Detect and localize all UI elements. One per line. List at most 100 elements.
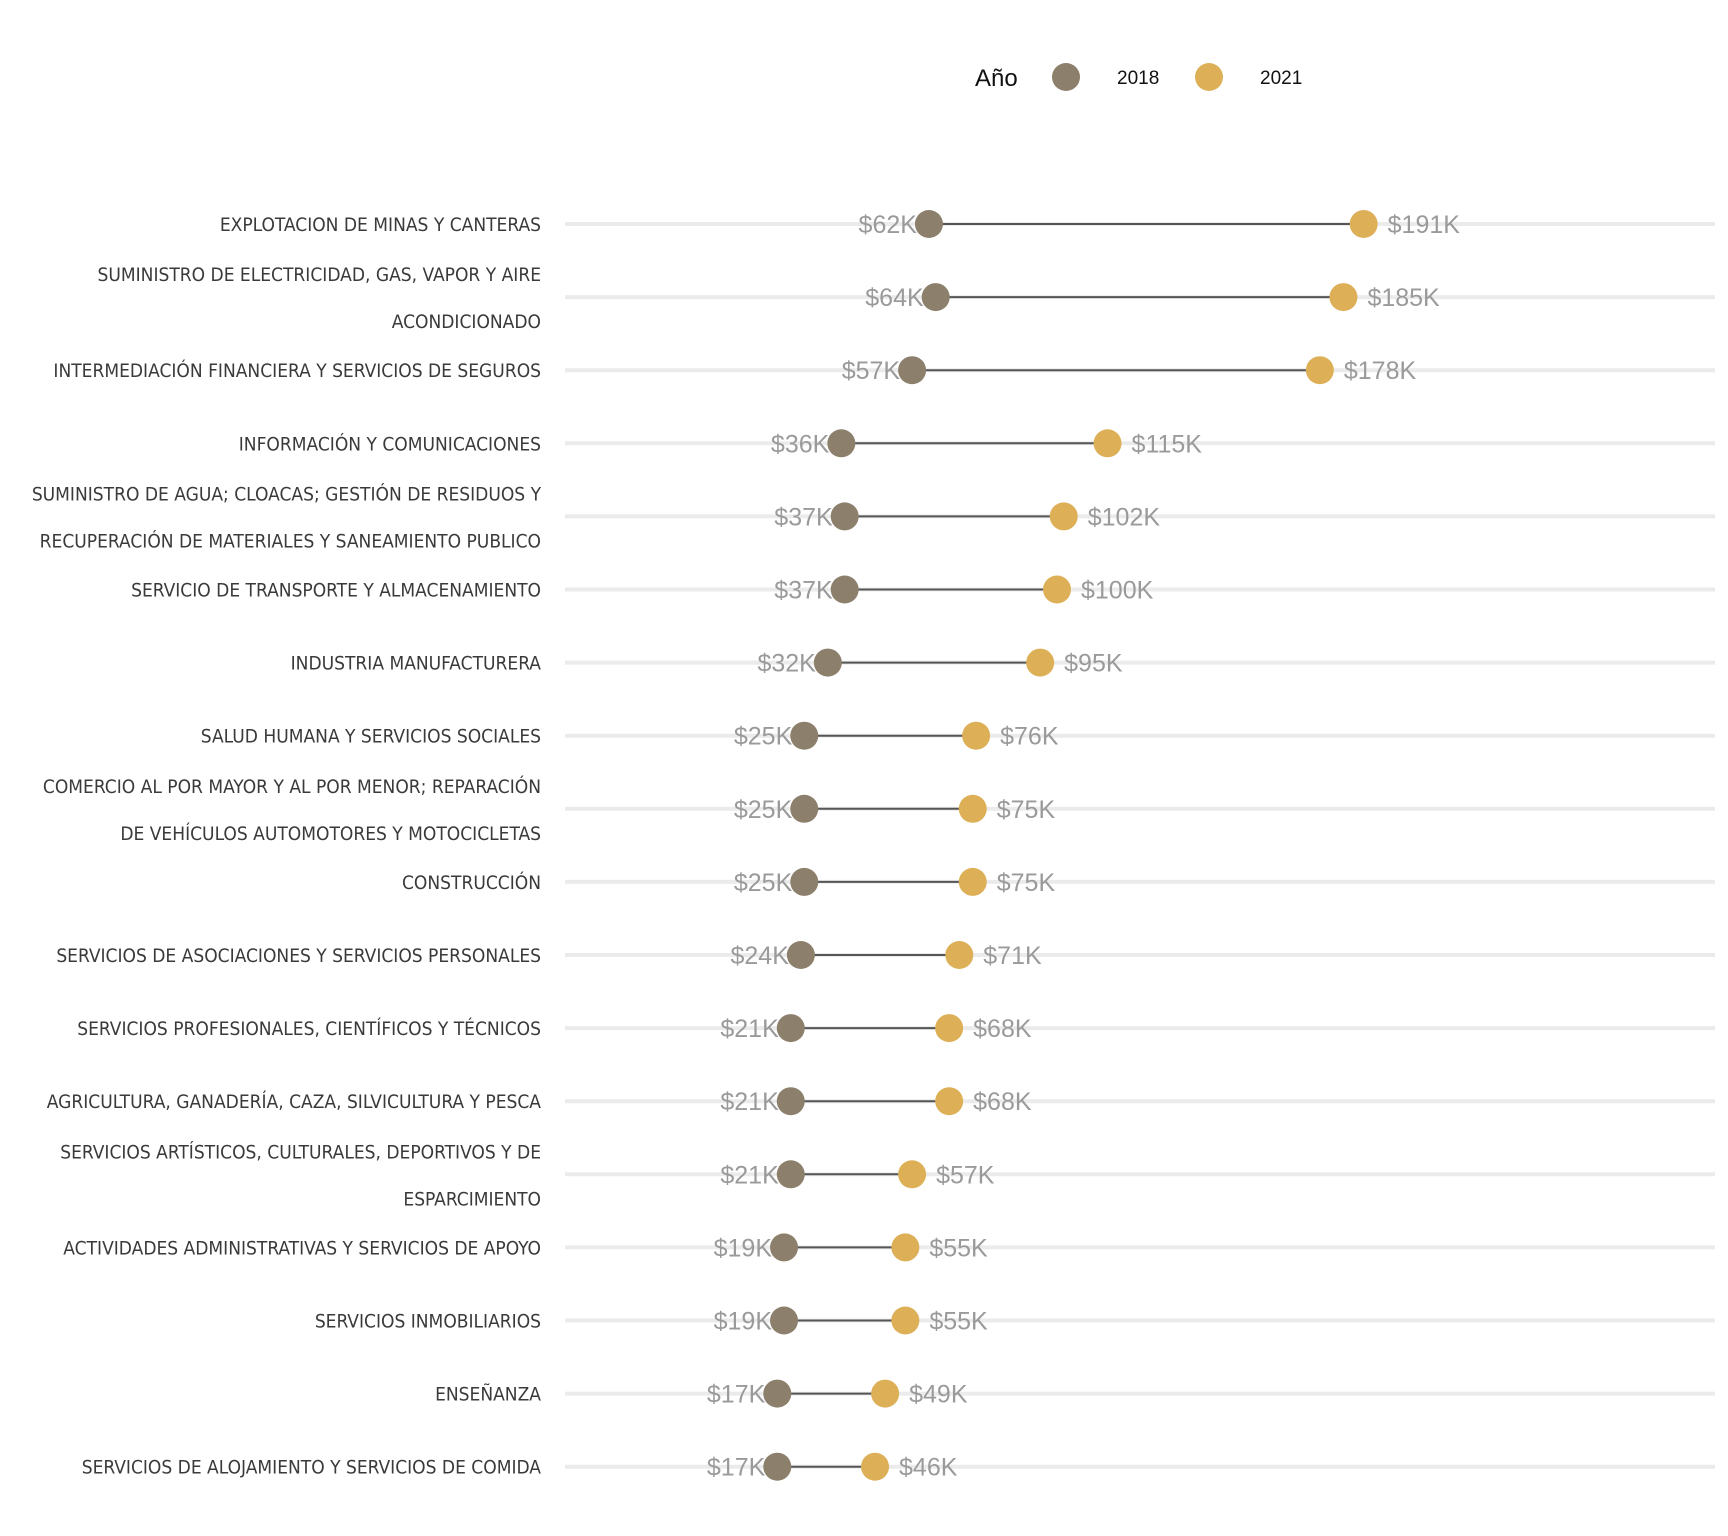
category-row: SALUD HUMANA Y SERVICIOS SOCIALES $25K $76… xyxy=(201,721,1715,751)
value-label-2018: $37K xyxy=(774,503,833,531)
legend: Año 2018 2021 xyxy=(975,63,1302,92)
value-label-2018: $19K xyxy=(714,1234,773,1262)
category-row: CONSTRUCCIÓN $25K $75K xyxy=(402,867,1715,897)
category-row: AGRICULTURA, GANADERÍA, CAZA, SILVICULTU… xyxy=(47,1087,1715,1116)
category-row: SUMINISTRO DE ELECTRICIDAD, GAS, VAPOR Y… xyxy=(98,264,1715,333)
value-label-2018: $25K xyxy=(734,869,793,897)
category-label: ACTIVIDADES ADMINISTRATIVAS Y SERVICIOS … xyxy=(63,1237,541,1259)
value-label-2018: $17K xyxy=(707,1381,766,1409)
category-label: INTERMEDIACIÓN FINANCIERA Y SERVICIOS DE… xyxy=(53,358,541,382)
value-label-2018: $37K xyxy=(774,577,833,605)
value-label-2018: $21K xyxy=(720,1015,779,1043)
point-2021 xyxy=(861,1452,890,1481)
category-row: SERVICIOS INMOBILIARIOS $19K $55K xyxy=(315,1306,1715,1336)
value-label-2021: $76K xyxy=(1000,723,1059,751)
point-2021 xyxy=(1026,648,1055,677)
value-label-2021: $49K xyxy=(909,1381,968,1409)
value-label-2021: $55K xyxy=(929,1308,988,1336)
point-2021 xyxy=(871,1379,900,1408)
point-2018 xyxy=(827,429,856,458)
point-2018 xyxy=(776,1160,805,1189)
category-label: AGRICULTURA, GANADERÍA, CAZA, SILVICULTU… xyxy=(47,1090,542,1113)
category-label: SALUD HUMANA Y SERVICIOS SOCIALES xyxy=(201,726,541,748)
value-label-2018: $57K xyxy=(842,357,901,385)
value-label-2021: $71K xyxy=(983,942,1042,970)
category-row: INFORMACIÓN Y COMUNICACIONES $36K $115K xyxy=(239,429,1715,458)
value-label-2018: $21K xyxy=(720,1161,779,1189)
value-label-2018: $21K xyxy=(720,1088,779,1116)
point-2018 xyxy=(763,1452,792,1481)
point-2021 xyxy=(1329,283,1358,312)
category-label: INFORMACIÓN Y COMUNICACIONES xyxy=(239,431,541,455)
category-label-line: COMERCIO AL POR MAYOR Y AL POR MENOR; RE… xyxy=(43,774,541,798)
point-2018 xyxy=(763,1379,792,1408)
value-label-2021: $68K xyxy=(973,1015,1032,1043)
category-label: SERVICIOS DE ALOJAMIENTO Y SERVICIOS DE … xyxy=(82,1457,542,1479)
category-row: INTERMEDIACIÓN FINANCIERA Y SERVICIOS DE… xyxy=(53,356,1715,385)
category-label: INDUSTRIA MANUFACTURERA xyxy=(291,653,542,675)
point-2018 xyxy=(830,502,859,531)
point-2021 xyxy=(962,721,991,750)
value-label-2021: $75K xyxy=(997,869,1056,897)
value-label-2021: $55K xyxy=(929,1234,988,1262)
category-row: SERVICIOS PROFESIONALES, CIENTÍFICOS Y T… xyxy=(77,1014,1715,1043)
point-2018 xyxy=(786,941,815,969)
category-row: SERVICIOS ARTÍSTICOS, CULTURALES, DEPORT… xyxy=(60,1140,1715,1210)
point-2021 xyxy=(1049,502,1078,531)
point-2021 xyxy=(958,867,987,896)
point-2021 xyxy=(1093,429,1122,458)
legend-2021-label: 2021 xyxy=(1260,68,1302,89)
value-label-2021: $115K xyxy=(1132,430,1203,458)
category-row: SERVICIOS DE ALOJAMIENTO Y SERVICIOS DE … xyxy=(82,1452,1715,1482)
category-label: SERVICIO DE TRANSPORTE Y ALMACENAMIENTO xyxy=(131,580,541,602)
value-label-2018: $64K xyxy=(865,284,924,312)
point-2021 xyxy=(935,1087,964,1116)
value-label-2018: $36K xyxy=(771,430,830,458)
point-2021 xyxy=(898,1160,927,1189)
value-label-2021: $102K xyxy=(1088,503,1161,531)
category-label-line: RECUPERACIÓN DE MATERIALES Y SANEAMIENTO… xyxy=(40,528,541,552)
value-label-2021: $75K xyxy=(997,796,1056,824)
point-2021 xyxy=(1305,356,1334,385)
point-2021 xyxy=(945,941,974,969)
value-label-2021: $57K xyxy=(936,1161,995,1189)
value-label-2018: $62K xyxy=(859,211,918,239)
category-row: ENSEÑANZA $17K $49K xyxy=(435,1379,1715,1409)
point-2018 xyxy=(790,794,819,823)
category-label: SERVICIOS PROFESIONALES, CIENTÍFICOS Y T… xyxy=(77,1017,541,1040)
legend-2018-swatch xyxy=(1052,63,1080,91)
point-2018 xyxy=(921,283,950,312)
point-2018 xyxy=(776,1014,805,1043)
value-label-2018: $17K xyxy=(707,1454,766,1482)
category-label: EXPLOTACION DE MINAS Y CANTERAS xyxy=(220,214,541,236)
point-2021 xyxy=(891,1233,920,1262)
category-row: EXPLOTACION DE MINAS Y CANTERAS $62K $191K xyxy=(220,210,1715,239)
value-label-2021: $178K xyxy=(1344,357,1417,385)
point-2021 xyxy=(891,1306,920,1335)
category-label-line: ESPARCIMIENTO xyxy=(403,1188,541,1210)
value-label-2018: $32K xyxy=(757,650,816,678)
category-label-line: SUMINISTRO DE AGUA; CLOACAS; GESTIÓN DE … xyxy=(32,481,542,505)
category-label: SERVICIOS INMOBILIARIOS xyxy=(315,1311,541,1333)
category-label: SERVICIOS DE ASOCIACIONES Y SERVICIOS PE… xyxy=(56,945,541,967)
category-row: ACTIVIDADES ADMINISTRATIVAS Y SERVICIOS … xyxy=(63,1233,1715,1262)
plot-area: EXPLOTACION DE MINAS Y CANTERAS $62K $191K… xyxy=(32,210,1715,1482)
value-label-2021: $46K xyxy=(899,1454,958,1482)
point-2018 xyxy=(770,1306,799,1335)
point-2018 xyxy=(898,356,927,385)
category-label: CONSTRUCCIÓN xyxy=(402,870,541,894)
point-2021 xyxy=(1043,575,1071,604)
point-2018 xyxy=(790,867,819,896)
point-2018 xyxy=(813,648,842,677)
point-2021 xyxy=(958,794,987,823)
value-label-2021: $191K xyxy=(1388,211,1461,239)
category-label-line: SERVICIOS ARTÍSTICOS, CULTURALES, DEPORT… xyxy=(60,1140,541,1163)
value-label-2018: $25K xyxy=(734,796,793,824)
point-2018 xyxy=(830,575,859,604)
category-label-line: DE VEHÍCULOS AUTOMOTORES Y MOTOCICLETAS xyxy=(120,822,541,845)
value-label-2021: $68K xyxy=(973,1088,1032,1116)
point-2018 xyxy=(776,1087,805,1116)
legend-2018-label: 2018 xyxy=(1117,68,1159,89)
value-label-2021: $185K xyxy=(1367,284,1440,312)
